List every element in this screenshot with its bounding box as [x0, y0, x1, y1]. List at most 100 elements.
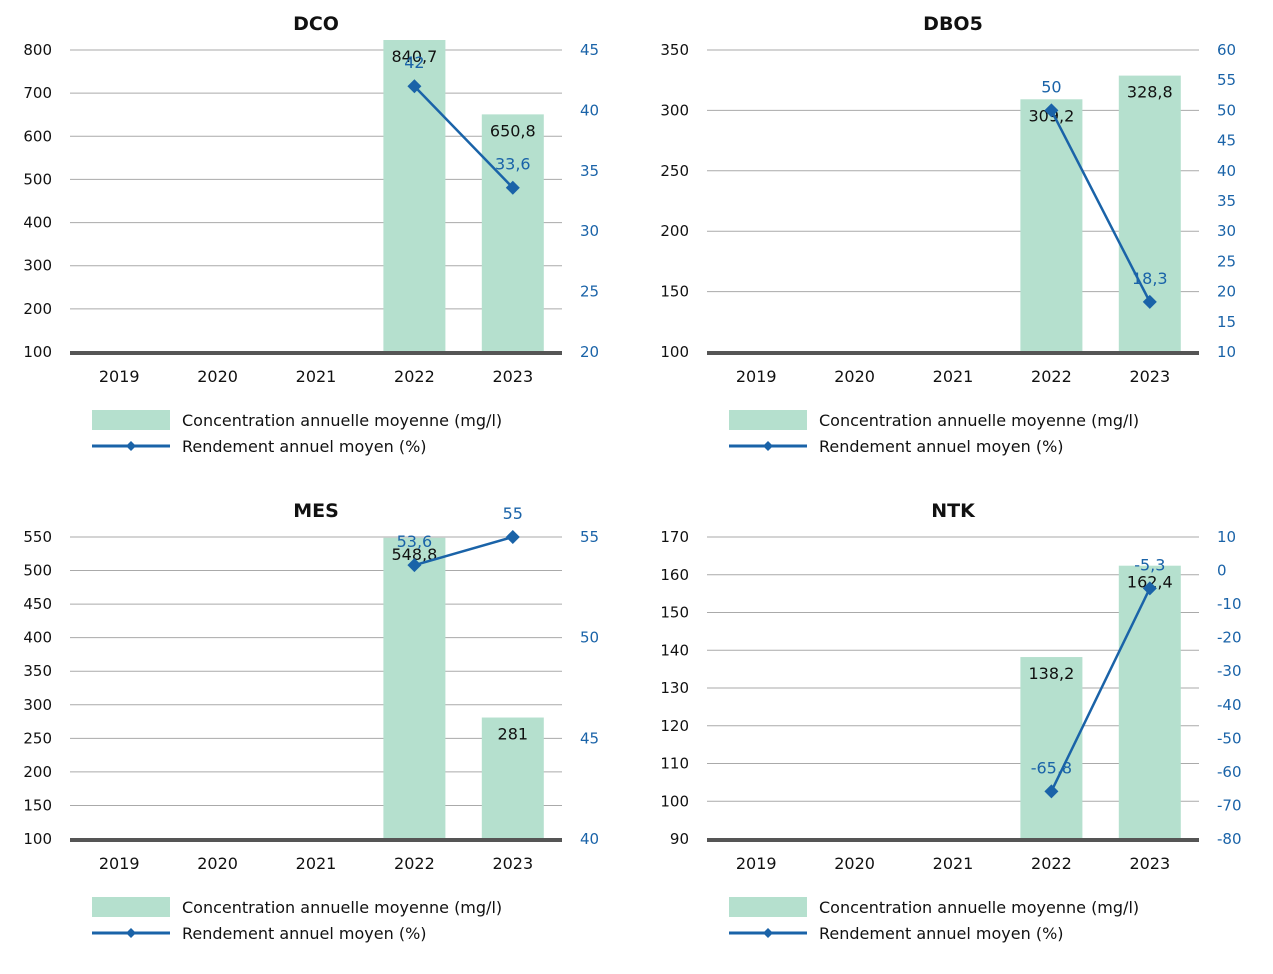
legend-line-marker — [126, 441, 136, 451]
y2-tick-label: 50 — [1217, 101, 1236, 119]
y2-tick-label: -20 — [1217, 629, 1242, 647]
y-tick-label: 90 — [670, 830, 689, 848]
y-tick-label: 100 — [23, 830, 52, 848]
y2-tick-label: 30 — [1217, 222, 1236, 240]
bar — [481, 717, 544, 839]
x-tick-label: 2022 — [1031, 854, 1072, 873]
chart-mes: MES 100 150 200 250 300 350 400 450 500 550 40 45 50 5… — [23, 500, 599, 943]
chart-title: MES — [293, 500, 339, 522]
y-tick-label: 130 — [660, 679, 689, 697]
chart-ntk: NTK90100110120130140150160170-80-70-60-5… — [660, 500, 1242, 943]
x-tick-label: 2021 — [933, 854, 974, 873]
x-axis-line — [707, 351, 1199, 355]
y-tick-label: 300 — [23, 257, 52, 275]
y-tick-label: 200 — [23, 763, 52, 781]
line-value-label: -65,8 — [1031, 758, 1072, 777]
y-tick-label: 400 — [23, 629, 52, 647]
x-tick-label: 2023 — [1129, 854, 1170, 873]
y-tick-label: 250 — [23, 729, 52, 747]
y2-tick-label: 20 — [1217, 283, 1236, 301]
line-series — [413, 85, 514, 189]
line-value-label: 42 — [404, 53, 424, 72]
line-marker — [1142, 581, 1157, 596]
bar — [1118, 75, 1181, 353]
x-tick-label: 2019 — [99, 854, 140, 873]
x-tick-label: 2020 — [197, 854, 238, 873]
line-value-label: 33,6 — [495, 155, 531, 174]
y-tick-label: 400 — [23, 214, 52, 232]
y-tick-label: 100 — [660, 343, 689, 361]
x-tick-label: 2021 — [296, 854, 337, 873]
line-marker — [1142, 294, 1157, 309]
y-tick-label: 450 — [23, 595, 52, 613]
y-tick-label: 150 — [23, 796, 52, 814]
y2-tick-label: 10 — [1217, 343, 1236, 361]
chart-panel-mes: MES 100 150 200 250 300 350 400 450 500 550 40 45 50 5… — [0, 487, 636, 974]
line-value-label: 55 — [503, 504, 523, 523]
x-tick-label: 2021 — [933, 367, 974, 386]
x-axis-line — [70, 351, 562, 355]
y2-tick-label: 60 — [1217, 41, 1236, 59]
y2-tick-label: 40 — [580, 830, 599, 848]
line-value-label: 50 — [1041, 77, 1061, 96]
x-tick-label: 2019 — [99, 367, 140, 386]
y-tick-label: 150 — [660, 604, 689, 622]
chart-panel-dco: DCO 100 200 300 400 500 600 700 800 20 25 30 35 40 45 2… — [0, 0, 636, 487]
y2-tick-label: 20 — [580, 343, 599, 361]
legend-bar-label: Concentration annuelle moyenne (mg/l) — [182, 411, 502, 430]
legend-line-label: Rendement annuel moyen (%) — [182, 924, 427, 943]
x-tick-label: 2023 — [1129, 367, 1170, 386]
bar-value-label: 650,8 — [490, 121, 536, 140]
y2-tick-label: 45 — [580, 41, 599, 59]
legend-bar-swatch — [92, 410, 170, 430]
bar-value-label: 281 — [498, 725, 529, 744]
y2-tick-label: 40 — [1217, 162, 1236, 180]
legend-bar-swatch — [729, 897, 807, 917]
y2-tick-label: 40 — [580, 101, 599, 119]
y-tick-label: 800 — [23, 41, 52, 59]
chart-title: NTK — [931, 500, 976, 522]
line-series — [1050, 109, 1151, 303]
legend-bar-swatch — [92, 897, 170, 917]
x-tick-label: 2023 — [492, 854, 533, 873]
line-value-label: -5,3 — [1134, 555, 1165, 574]
y2-tick-label: -80 — [1217, 830, 1242, 848]
legend-bar-swatch — [729, 410, 807, 430]
x-tick-label: 2020 — [834, 367, 875, 386]
y-tick-label: 700 — [23, 84, 52, 102]
y2-tick-label: -70 — [1217, 796, 1242, 814]
x-tick-label: 2021 — [296, 367, 337, 386]
legend-line-marker — [126, 928, 136, 938]
y2-tick-label: 55 — [580, 528, 599, 546]
x-axis-line — [70, 838, 562, 842]
y-tick-label: 140 — [660, 641, 689, 659]
x-tick-label: 2023 — [492, 367, 533, 386]
y-tick-label: 160 — [660, 566, 689, 584]
y-tick-label: 550 — [23, 528, 52, 546]
line-marker — [407, 558, 422, 573]
line-series — [414, 535, 514, 567]
x-tick-label: 2019 — [736, 854, 777, 873]
y2-tick-label: 45 — [580, 729, 599, 747]
y-tick-label: 350 — [23, 662, 52, 680]
y2-tick-label: 15 — [1217, 313, 1236, 331]
line-marker — [505, 530, 520, 544]
x-tick-label: 2020 — [834, 854, 875, 873]
legend-bar-label: Concentration annuelle moyenne (mg/l) — [819, 411, 1139, 430]
chart-title: DCO — [293, 13, 339, 35]
chart-dco: DCO 100 200 300 400 500 600 700 800 20 25 30 35 40 45 2… — [23, 13, 599, 456]
y-tick-label: 110 — [660, 755, 689, 773]
y2-tick-label: 30 — [580, 222, 599, 240]
y2-tick-label: 0 — [1217, 562, 1227, 580]
y-tick-label: 500 — [23, 170, 52, 188]
y-tick-label: 200 — [660, 222, 689, 240]
legend-bar-label: Concentration annuelle moyenne (mg/l) — [819, 898, 1139, 917]
y2-tick-label: 25 — [1217, 252, 1236, 270]
y-tick-label: 300 — [660, 101, 689, 119]
bar — [481, 114, 544, 352]
y2-tick-label: -30 — [1217, 662, 1242, 680]
y-tick-label: 100 — [660, 792, 689, 810]
y-tick-label: 150 — [660, 283, 689, 301]
x-tick-label: 2022 — [394, 367, 435, 386]
x-tick-label: 2020 — [197, 367, 238, 386]
